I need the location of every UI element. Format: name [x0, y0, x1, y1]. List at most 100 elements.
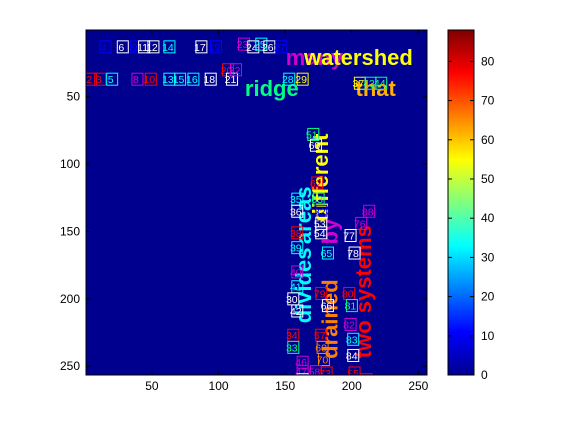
region-marker: 23: [237, 37, 251, 51]
x-tick-label: 50: [145, 379, 159, 393]
region-marker: 32: [314, 204, 328, 218]
marker-number: 35: [290, 194, 302, 206]
marker-box: [138, 40, 151, 54]
marker-number: 76: [354, 218, 366, 230]
marker-number: 17: [194, 42, 206, 54]
marker-number: 81: [345, 301, 357, 313]
region-marker: 41: [290, 280, 304, 294]
marker-number: 63: [311, 194, 323, 206]
region-marker: 28: [282, 72, 296, 86]
word-label: two: [351, 320, 376, 358]
colorbar-tick-label: 70: [481, 94, 495, 108]
marker-number: 54: [314, 228, 326, 240]
region-marker: 39: [290, 241, 304, 255]
marker-number: 77: [343, 231, 355, 243]
region-marker: 88: [362, 204, 376, 218]
marker-box: [296, 365, 309, 375]
marker-number: 13: [162, 74, 174, 86]
marker-box: [130, 40, 143, 54]
marker-number: 8: [133, 74, 139, 86]
marker-number: 85: [347, 368, 359, 380]
marker-box: [296, 355, 309, 369]
region-marker: 79: [314, 286, 328, 300]
marker-box: [321, 299, 334, 313]
word-label: divides: [291, 247, 316, 323]
region-marker: 82: [343, 317, 357, 331]
region-marker: 5: [106, 72, 119, 86]
marker-box: [283, 72, 296, 86]
colorbar-gradient: [447, 29, 475, 376]
marker-number: 16: [186, 74, 198, 86]
marker-number: 78: [347, 248, 359, 260]
region-marker: 8: [131, 72, 144, 86]
region-marker: 83: [346, 332, 360, 346]
marker-number: 47: [295, 367, 307, 379]
marker-number: 25: [254, 39, 266, 51]
marker-box: [345, 299, 358, 313]
marker-box: [291, 304, 304, 318]
marker-box: [263, 40, 276, 54]
region-marker: 21: [225, 72, 239, 86]
heatmap-background: [86, 30, 427, 375]
word-label: many: [286, 45, 344, 70]
marker-box: [344, 317, 357, 331]
marker-number: 80: [342, 288, 354, 300]
marker-number: 6: [118, 42, 124, 54]
marker-number: 79: [314, 288, 326, 300]
region-marker: 85: [347, 366, 361, 380]
region-marker: 34: [286, 328, 300, 342]
marker-number: 88: [362, 206, 374, 218]
region-marker: 46: [295, 355, 309, 369]
region-marker: 2: [86, 72, 97, 86]
marker-box: [320, 366, 333, 375]
y-tick-label: 250: [60, 359, 80, 373]
marker-number: 42: [290, 306, 302, 318]
y-tick-label: 50: [67, 90, 81, 104]
region-marker: 25: [254, 37, 268, 51]
region-marker: 57: [314, 328, 328, 342]
region-marker: 48: [295, 373, 309, 375]
marker-number: 27: [274, 42, 286, 54]
marker-number: 14: [162, 42, 174, 54]
marker-box: [315, 216, 328, 230]
marker-number: 51: [306, 129, 318, 141]
marker-number: 43: [363, 78, 375, 90]
marker-number: 37: [353, 78, 365, 90]
region-marker: 65: [321, 246, 334, 260]
y-axis: 50 100 150 200 250: [60, 90, 427, 373]
marker-number: 44: [374, 78, 386, 90]
region-marker: 35: [290, 192, 304, 206]
region-marker: 9: [130, 40, 143, 54]
marker-number: 58: [309, 367, 321, 379]
marker-box: [116, 40, 129, 54]
marker-number: 11: [137, 42, 148, 54]
region-marker: 14: [162, 40, 176, 54]
marker-number: 62: [310, 178, 322, 190]
region-marker: 30: [286, 292, 300, 306]
marker-box: [375, 76, 388, 90]
marker-number: 18: [203, 74, 215, 86]
marker-box: [296, 72, 309, 86]
marker-number: 4: [101, 42, 107, 54]
marker-number: 12: [146, 42, 158, 54]
region-marker: 40: [290, 265, 304, 279]
colorbar-tick-label: 80: [481, 54, 495, 68]
marker-box: [315, 226, 328, 240]
marker-box: [317, 353, 330, 367]
marker-box: [348, 246, 361, 260]
marker-number: 20: [221, 65, 233, 77]
marker-box: [226, 72, 239, 86]
colorbar-tick-label: 20: [481, 290, 495, 304]
marker-number: 60: [309, 140, 321, 152]
region-marker: 24: [246, 40, 260, 54]
marker-number: 38: [290, 228, 302, 240]
region-marker: 20: [221, 63, 235, 77]
region-marker: 19: [209, 40, 223, 54]
x-axis: 50 100 150 200 250: [145, 30, 429, 393]
marker-number: 34: [286, 330, 298, 342]
marker-box: [347, 348, 360, 362]
region-marker: 44: [374, 76, 388, 90]
region-marker: 12: [146, 40, 160, 54]
x-tick-label: 200: [342, 379, 362, 393]
